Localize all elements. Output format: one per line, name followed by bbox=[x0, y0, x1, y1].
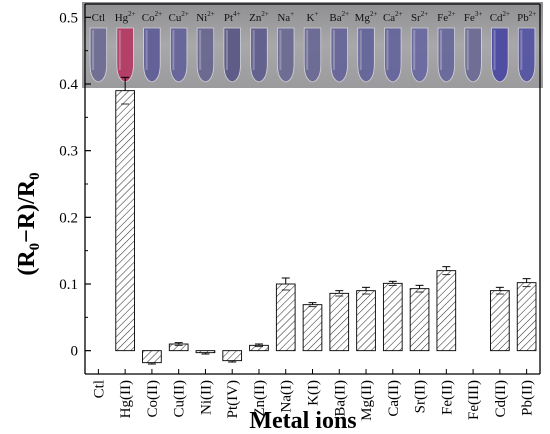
bar bbox=[249, 344, 269, 352]
tube-highlight bbox=[466, 30, 469, 70]
photo-ion-label: Cd2+ bbox=[490, 10, 510, 24]
bar bbox=[195, 350, 216, 354]
y-tick-label: 0.2 bbox=[59, 210, 78, 226]
tube-highlight bbox=[172, 30, 175, 70]
photo-ion-label: Ni2+ bbox=[196, 10, 215, 24]
photo-ion-label: Mg2+ bbox=[355, 10, 378, 24]
y-axis-title-sub0: 0 bbox=[27, 243, 43, 251]
bar bbox=[329, 292, 350, 352]
y-tick-label: 0.1 bbox=[59, 277, 78, 293]
x-tick-label: K(I) bbox=[306, 380, 322, 406]
x-tick-label: Pb(II) bbox=[520, 380, 536, 416]
tube-photo-inset: Ctl Hg2+ Co2+ Cu2+ Ni2+ Pt4+ Zn2+ Na+ K+ Ba2+ Mg2+… bbox=[82, 2, 543, 88]
x-tick-label: Co(II) bbox=[145, 380, 161, 418]
tube bbox=[517, 27, 536, 83]
tube-highlight bbox=[225, 30, 228, 70]
tube bbox=[357, 27, 375, 83]
tube bbox=[384, 27, 402, 83]
photo-ion-label: Co2+ bbox=[142, 10, 162, 24]
x-tick-label: Ca(II) bbox=[386, 380, 402, 417]
photo-ion-label: Cu2+ bbox=[169, 10, 189, 24]
bar bbox=[490, 290, 510, 352]
y-tick-label: 0.5 bbox=[59, 10, 78, 26]
bar bbox=[115, 90, 135, 352]
y-axis-title: (R0−R)/R0 bbox=[14, 172, 43, 275]
photo-ion-label: Na+ bbox=[277, 10, 294, 24]
tube-highlight bbox=[118, 30, 121, 70]
x-tick-label: Ni(II) bbox=[198, 380, 214, 415]
x-tick-label: Mg(II) bbox=[359, 380, 375, 421]
tube-highlight bbox=[145, 30, 148, 70]
tube bbox=[464, 27, 482, 83]
x-tick-label: Sr(II) bbox=[413, 380, 429, 413]
tube bbox=[89, 27, 108, 83]
photo-ion-label: Pb2+ bbox=[517, 10, 536, 24]
photo-ion-label: K+ bbox=[307, 10, 319, 24]
y-axis-title-sub1: 0 bbox=[27, 172, 43, 180]
tube-highlight bbox=[386, 30, 389, 70]
axes: 0 0.1 0.2 0.3 0.4 0.5 Ctl Hg(II) Co(II) Cu(II) Ni(… bbox=[59, 3, 541, 421]
tube bbox=[169, 27, 188, 83]
photo-ion-label: Zn2+ bbox=[249, 10, 269, 24]
tube bbox=[143, 27, 161, 83]
tube-highlight bbox=[493, 30, 496, 70]
photo-ion-label: Sr2+ bbox=[411, 10, 428, 24]
tube bbox=[250, 27, 268, 83]
bar bbox=[356, 290, 376, 352]
y-axis-title-part2: −R)/R bbox=[14, 179, 40, 243]
photo-ion-label: Hg2+ bbox=[115, 10, 136, 24]
photo-ion-label: Ctl bbox=[92, 12, 105, 24]
x-tick-label: Fe(II) bbox=[439, 380, 455, 415]
x-tick-label: Hg(II) bbox=[118, 380, 134, 418]
bar bbox=[142, 350, 162, 364]
tube-highlight bbox=[252, 30, 255, 70]
x-tick-label: Zn(II) bbox=[252, 380, 268, 417]
x-tick-label: Cu(II) bbox=[172, 380, 188, 418]
tube bbox=[303, 27, 322, 83]
tube-highlight bbox=[332, 30, 335, 70]
bar bbox=[516, 282, 537, 352]
tube bbox=[277, 27, 295, 83]
tube-highlight bbox=[413, 30, 416, 70]
bar bbox=[302, 304, 323, 352]
tube bbox=[437, 27, 456, 83]
bar bbox=[275, 283, 296, 352]
tube bbox=[196, 27, 215, 83]
tube-highlight bbox=[359, 30, 362, 70]
tube-highlight bbox=[92, 30, 95, 70]
x-tick-label: Pt(IV) bbox=[225, 380, 241, 418]
y-tick-label: 0 bbox=[71, 344, 79, 360]
x-tick-label: Ba(II) bbox=[332, 380, 348, 417]
svg-text:(R0−R)/R0: (R0−R)/R0 bbox=[14, 172, 43, 275]
tube bbox=[491, 27, 509, 83]
photo-ion-label: Fe3+ bbox=[464, 10, 483, 24]
bar bbox=[222, 350, 243, 362]
bar bbox=[436, 270, 457, 352]
photo-ion-label: Pt4+ bbox=[224, 10, 241, 24]
x-tick-label: Cd(II) bbox=[493, 380, 509, 418]
y-axis-title-part1: (R bbox=[14, 250, 40, 276]
bar bbox=[382, 282, 403, 352]
tube-highlight bbox=[306, 30, 309, 70]
bar bbox=[409, 288, 430, 352]
x-axis-title: Metal ions bbox=[249, 408, 356, 434]
tube bbox=[410, 27, 429, 83]
y-tick-label: 0.3 bbox=[59, 144, 78, 160]
x-tick-label: Fe(III) bbox=[466, 380, 482, 420]
tube-highlight bbox=[520, 30, 523, 70]
photo-ion-label: Ba2+ bbox=[329, 10, 349, 24]
tube-highlight bbox=[199, 30, 202, 70]
tube bbox=[223, 27, 241, 83]
bar-series bbox=[115, 76, 537, 365]
x-tick-label: Na(I) bbox=[279, 380, 295, 412]
tube-highlight bbox=[440, 30, 443, 70]
y-tick-label: 0.4 bbox=[59, 77, 78, 93]
x-tick-label: Ctl bbox=[91, 380, 107, 398]
tube bbox=[330, 27, 348, 83]
tube-highlight bbox=[279, 30, 282, 70]
photo-ion-label: Fe2+ bbox=[437, 10, 456, 24]
photo-ion-label: Ca2+ bbox=[383, 10, 403, 24]
